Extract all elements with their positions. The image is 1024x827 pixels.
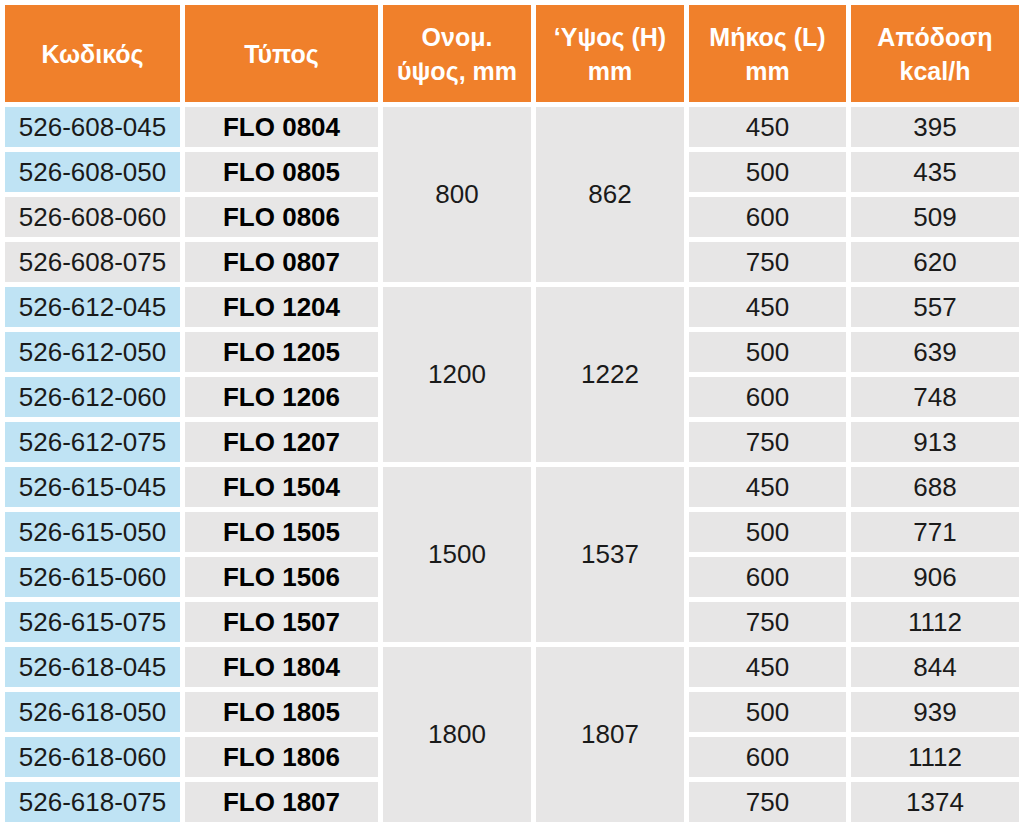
- output-cell: 395: [851, 107, 1019, 147]
- length-cell: 600: [689, 197, 846, 237]
- code-cell: 526-612-045: [5, 287, 180, 327]
- table-row: 526-615-045 FLO 1504 1500 1537 450 688: [5, 467, 1019, 507]
- nominal-height-cell: 1200: [383, 287, 531, 462]
- output-cell: 939: [851, 692, 1019, 732]
- code-cell: 526-608-050: [5, 152, 180, 192]
- height-cell: 862: [536, 107, 684, 282]
- length-cell: 600: [689, 377, 846, 417]
- output-cell: 1112: [851, 737, 1019, 777]
- length-cell: 450: [689, 107, 846, 147]
- code-cell: 526-618-060: [5, 737, 180, 777]
- length-cell: 750: [689, 422, 846, 462]
- type-cell: FLO 1207: [185, 422, 378, 462]
- output-cell: 435: [851, 152, 1019, 192]
- length-cell: 450: [689, 647, 846, 687]
- length-cell: 500: [689, 512, 846, 552]
- code-cell: 526-615-045: [5, 467, 180, 507]
- length-cell: 450: [689, 287, 846, 327]
- table-row: 526-618-045 FLO 1804 1800 1807 450 844: [5, 647, 1019, 687]
- header-nominal-height: Ονομ. ύψος, mm: [383, 5, 531, 102]
- header-type: Τύπος: [185, 5, 378, 102]
- length-cell: 600: [689, 557, 846, 597]
- output-cell: 509: [851, 197, 1019, 237]
- code-cell: 526-618-045: [5, 647, 180, 687]
- output-cell: 906: [851, 557, 1019, 597]
- table-row: 526-612-045 FLO 1204 1200 1222 450 557: [5, 287, 1019, 327]
- nominal-height-cell: 1800: [383, 647, 531, 822]
- type-cell: FLO 1804: [185, 647, 378, 687]
- length-cell: 750: [689, 782, 846, 822]
- length-cell: 500: [689, 692, 846, 732]
- output-cell: 557: [851, 287, 1019, 327]
- type-cell: FLO 1807: [185, 782, 378, 822]
- code-cell: 526-615-050: [5, 512, 180, 552]
- code-cell: 526-612-060: [5, 377, 180, 417]
- type-cell: FLO 1504: [185, 467, 378, 507]
- output-cell: 748: [851, 377, 1019, 417]
- nominal-height-cell: 1500: [383, 467, 531, 642]
- type-cell: FLO 1506: [185, 557, 378, 597]
- radiator-spec-table: Κωδικός Τύπος Ονομ. ύψος, mm ‘Υψος (H) m…: [0, 0, 1024, 827]
- code-cell: 526-608-045: [5, 107, 180, 147]
- code-cell: 526-615-075: [5, 602, 180, 642]
- output-cell: 1112: [851, 602, 1019, 642]
- code-cell: 526-615-060: [5, 557, 180, 597]
- output-cell: 1374: [851, 782, 1019, 822]
- type-cell: FLO 0806: [185, 197, 378, 237]
- output-cell: 844: [851, 647, 1019, 687]
- nominal-height-cell: 800: [383, 107, 531, 282]
- code-cell: 526-618-075: [5, 782, 180, 822]
- length-cell: 750: [689, 602, 846, 642]
- code-cell: 526-608-060: [5, 197, 180, 237]
- header-code: Κωδικός: [5, 5, 180, 102]
- length-cell: 450: [689, 467, 846, 507]
- header-row: Κωδικός Τύπος Ονομ. ύψος, mm ‘Υψος (H) m…: [5, 5, 1019, 102]
- type-cell: FLO 0804: [185, 107, 378, 147]
- output-cell: 639: [851, 332, 1019, 372]
- header-output: Απόδοση kcal/h: [851, 5, 1019, 102]
- type-cell: FLO 1805: [185, 692, 378, 732]
- type-cell: FLO 1505: [185, 512, 378, 552]
- type-cell: FLO 1205: [185, 332, 378, 372]
- height-cell: 1807: [536, 647, 684, 822]
- header-length: Μήκος (L) mm: [689, 5, 846, 102]
- output-cell: 913: [851, 422, 1019, 462]
- type-cell: FLO 0805: [185, 152, 378, 192]
- code-cell: 526-608-075: [5, 242, 180, 282]
- height-cell: 1537: [536, 467, 684, 642]
- type-cell: FLO 0807: [185, 242, 378, 282]
- length-cell: 500: [689, 152, 846, 192]
- code-cell: 526-612-050: [5, 332, 180, 372]
- length-cell: 600: [689, 737, 846, 777]
- type-cell: FLO 1806: [185, 737, 378, 777]
- output-cell: 620: [851, 242, 1019, 282]
- output-cell: 688: [851, 467, 1019, 507]
- type-cell: FLO 1204: [185, 287, 378, 327]
- type-cell: FLO 1507: [185, 602, 378, 642]
- code-cell: 526-618-050: [5, 692, 180, 732]
- height-cell: 1222: [536, 287, 684, 462]
- length-cell: 500: [689, 332, 846, 372]
- length-cell: 750: [689, 242, 846, 282]
- output-cell: 771: [851, 512, 1019, 552]
- table-row: 526-608-045 FLO 0804 800 862 450 395: [5, 107, 1019, 147]
- header-height: ‘Υψος (H) mm: [536, 5, 684, 102]
- code-cell: 526-612-075: [5, 422, 180, 462]
- type-cell: FLO 1206: [185, 377, 378, 417]
